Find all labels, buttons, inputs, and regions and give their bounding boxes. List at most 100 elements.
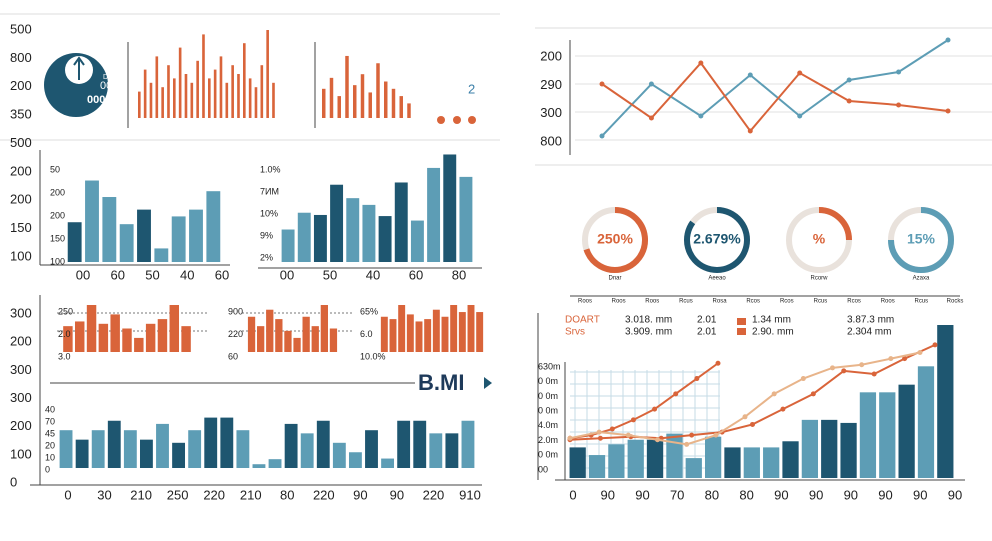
- bar: [459, 176, 473, 262]
- bar: [569, 447, 586, 478]
- spike: [248, 78, 252, 118]
- y-axis-label: 630m: [538, 361, 561, 371]
- spike: [225, 82, 229, 118]
- bar: [704, 436, 722, 478]
- tick-label: Roos: [612, 299, 626, 305]
- bar: [293, 337, 301, 352]
- bar: [91, 430, 105, 468]
- y-axis-label: 0: [45, 464, 50, 474]
- bar: [67, 222, 82, 262]
- x-axis-label: 220: [313, 487, 335, 502]
- bar: [110, 314, 120, 352]
- bar: [346, 198, 360, 262]
- y-axis-label: 0 0m: [538, 391, 558, 401]
- point: [917, 350, 923, 356]
- table-cell: DOART: [565, 315, 600, 326]
- x-axis-label: 40: [180, 267, 194, 282]
- bar: [329, 328, 338, 352]
- bar: [432, 309, 440, 352]
- spike: [196, 60, 199, 118]
- bar: [188, 430, 202, 468]
- point: [648, 81, 654, 87]
- x-axis-label: 50: [145, 267, 159, 282]
- bar: [63, 326, 73, 352]
- badge-small: Dum: [103, 74, 118, 81]
- donut-label: 15%: [907, 231, 936, 247]
- axis-label: 0: [10, 474, 17, 489]
- spike: [173, 78, 176, 118]
- spike: [190, 82, 194, 118]
- bar: [840, 422, 857, 478]
- bar: [685, 458, 702, 478]
- x-axis-label: 80: [452, 267, 466, 282]
- y-axis-label: 70: [45, 416, 55, 426]
- point: [932, 342, 938, 348]
- point: [694, 376, 700, 382]
- bar: [134, 337, 144, 352]
- x-axis-label: 210: [240, 487, 262, 502]
- point: [630, 417, 636, 423]
- bar: [646, 439, 664, 478]
- y-axis-label: 10: [45, 452, 55, 462]
- point: [599, 81, 605, 87]
- point: [888, 356, 894, 362]
- table-cell: 3.018. mm: [625, 315, 672, 326]
- point: [871, 371, 877, 377]
- x-axis-label: 90: [844, 487, 858, 502]
- bar: [268, 459, 282, 468]
- spike: [322, 88, 326, 118]
- bar: [763, 447, 780, 478]
- bar: [441, 316, 449, 352]
- bar: [204, 417, 218, 468]
- y-axis-label: 3.0: [58, 351, 71, 361]
- frame: [0, 13, 992, 486]
- point: [945, 37, 951, 43]
- tick-label: Rcus: [915, 299, 929, 305]
- line: [601, 39, 949, 137]
- spike: [391, 88, 396, 118]
- axis-label: 200: [10, 78, 32, 93]
- y-axis-label: 10.0%: [360, 351, 386, 361]
- axis-label: 100: [10, 248, 32, 263]
- point: [747, 128, 753, 134]
- spike: [260, 65, 264, 118]
- x-axis-label: 80: [739, 487, 753, 502]
- bar: [320, 305, 328, 352]
- x-axis-label: 60: [111, 267, 125, 282]
- bar: [859, 392, 877, 478]
- bar: [252, 464, 266, 468]
- bar: [427, 167, 441, 262]
- bar: [588, 455, 606, 478]
- x-axis-label: 90: [913, 487, 927, 502]
- donut-arc: [888, 207, 954, 273]
- y-axis-label: 0 0m: [538, 376, 558, 386]
- donut-caption: Azaxa: [913, 276, 930, 282]
- table-cell: 1.34 mm: [752, 315, 791, 326]
- spike: [167, 65, 170, 118]
- point: [902, 356, 908, 362]
- point: [742, 414, 748, 420]
- bar: [362, 204, 376, 262]
- bar: [169, 305, 179, 352]
- bar: [75, 439, 89, 468]
- table-cell: 2.304 mm: [847, 327, 891, 338]
- spike: [138, 91, 141, 118]
- point: [567, 435, 573, 441]
- donut-label: 2.679%: [693, 231, 741, 247]
- point: [896, 102, 902, 108]
- x-axis-label: 90: [390, 487, 404, 502]
- bar: [85, 180, 99, 262]
- bar: [311, 326, 319, 352]
- spike: [202, 34, 205, 118]
- y-axis-label: 2%: [260, 252, 273, 262]
- bar: [332, 442, 346, 468]
- point: [597, 435, 603, 441]
- x-axis-label: 30: [97, 487, 111, 502]
- point: [810, 391, 816, 397]
- point: [652, 406, 658, 412]
- tick-label: Rcus: [679, 299, 693, 305]
- axis-label: 500: [10, 135, 32, 150]
- bar: [443, 154, 457, 262]
- bar: [59, 430, 73, 468]
- tick-label: Roos: [578, 299, 592, 305]
